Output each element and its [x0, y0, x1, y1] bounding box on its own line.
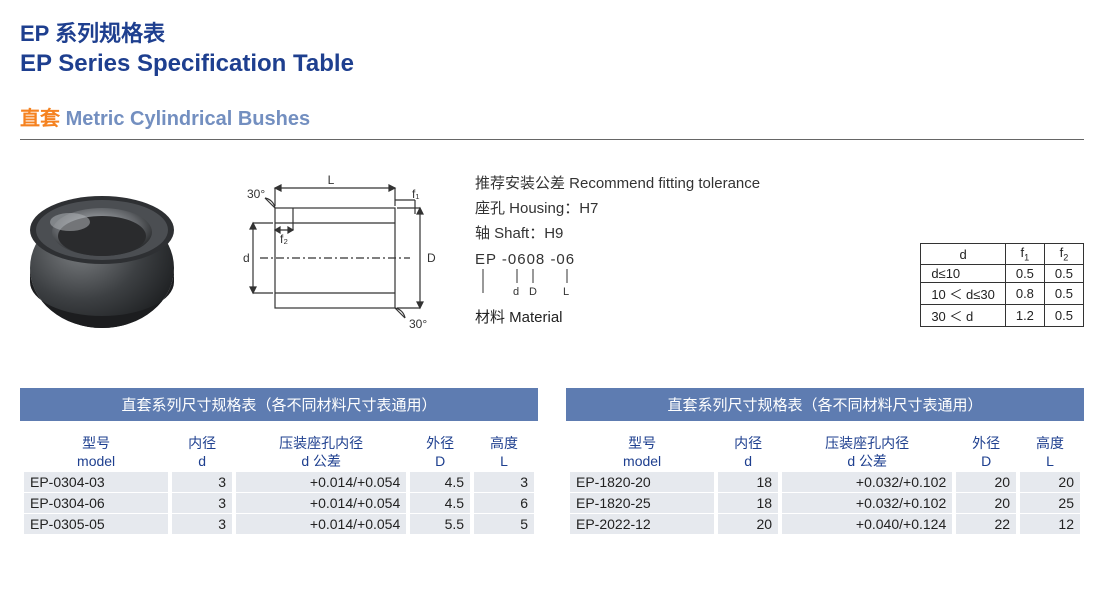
spec-td: +0.032/+0.102: [782, 472, 952, 493]
technical-drawing: L f₁ f₂ d D 30° 30°: [215, 168, 445, 358]
spec-td: 3: [172, 493, 232, 514]
legend-d: d: [513, 286, 519, 298]
table-row: EP-0304-033+0.014/+0.0544.53: [24, 472, 534, 493]
table-row: EP-2022-1220+0.040/+0.1242212: [570, 514, 1080, 535]
spec-table-right: 直套系列尺寸规格表（各不同材料尺寸表通用） 型号model内径d压装座孔内径d …: [566, 388, 1084, 535]
divider: [20, 139, 1084, 140]
spec-td: 5: [474, 514, 534, 535]
mini-td: 30 ＜ d: [921, 305, 1006, 327]
subtitle-cn: 直套: [20, 108, 60, 130]
spec-th: 型号model: [570, 435, 714, 472]
label-D-outer: D: [427, 251, 436, 265]
part-code: EP -0608 -06: [475, 251, 575, 268]
spec-td: +0.014/+0.054: [236, 514, 406, 535]
spec-header-right: 直套系列尺寸规格表（各不同材料尺寸表通用）: [566, 388, 1084, 421]
mini-td: 10 ＜ d≤30: [921, 283, 1006, 305]
spec-td: 3: [172, 472, 232, 493]
label-f2: f₂: [280, 232, 288, 246]
legend-L: L: [563, 286, 569, 298]
spec-header-left: 直套系列尺寸规格表（各不同材料尺寸表通用）: [20, 388, 538, 421]
mini-td: 1.2: [1005, 305, 1044, 327]
spec-td: EP-0304-03: [24, 472, 168, 493]
top-row: L f₁ f₂ d D 30° 30° 推荐安装公差 Recommend fit…: [20, 158, 1084, 358]
spec-td: 4.5: [410, 493, 470, 514]
label-angle-bottom: 30°: [409, 317, 427, 331]
spec-td: 25: [1020, 493, 1080, 514]
spec-td: 5.5: [410, 514, 470, 535]
mini-td: d≤10: [921, 265, 1006, 283]
label-d: d: [243, 251, 250, 265]
subtitle-en: Metric Cylindrical Bushes: [66, 108, 311, 130]
table-row: EP-1820-2518+0.032/+0.1022025: [570, 493, 1080, 514]
table-row: EP-0305-053+0.014/+0.0545.55: [24, 514, 534, 535]
spec-td: +0.040/+0.124: [782, 514, 952, 535]
spec-td: 20: [718, 514, 778, 535]
mini-td: 0.5: [1044, 265, 1083, 283]
spec-td: 22: [956, 514, 1016, 535]
spec-td: EP-0305-05: [24, 514, 168, 535]
spec-td: 3: [474, 472, 534, 493]
spec-th: 内径d: [172, 435, 232, 472]
spec-td: +0.014/+0.054: [236, 493, 406, 514]
spec-td: 20: [956, 493, 1016, 514]
spec-th: 高度L: [474, 435, 534, 472]
recommend-line: 推荐安装公差 Recommend fitting tolerance: [475, 172, 1084, 193]
spec-th: 内径d: [718, 435, 778, 472]
fit-info: 推荐安装公差 Recommend fitting tolerance 座孔 Ho…: [475, 158, 1084, 327]
spec-td: EP-1820-25: [570, 493, 714, 514]
housing-line: 座孔 Housing：H7: [475, 197, 1084, 218]
mini-th: d: [921, 244, 1006, 265]
spec-td: +0.014/+0.054: [236, 472, 406, 493]
spec-td: EP-0304-06: [24, 493, 168, 514]
mini-td: 0.5: [1044, 283, 1083, 305]
spec-td: EP-2022-12: [570, 514, 714, 535]
subtitle: 直套 Metric Cylindrical Bushes: [20, 102, 1084, 131]
spec-th: 型号model: [24, 435, 168, 472]
spec-th: 外径D: [956, 435, 1016, 472]
spec-td: 20: [956, 472, 1016, 493]
spec-th: 外径D: [410, 435, 470, 472]
table-row: EP-1820-2018+0.032/+0.1022020: [570, 472, 1080, 493]
spec-td: 4.5: [410, 472, 470, 493]
spec-td: 6: [474, 493, 534, 514]
title-cn: EP 系列规格表: [20, 16, 1084, 48]
label-angle-top: 30°: [247, 187, 265, 201]
code-illustration: EP -0608 -06 d D L: [475, 251, 575, 268]
mini-td: 0.8: [1005, 283, 1044, 305]
spec-td: 3: [172, 514, 232, 535]
label-f1: f₁: [412, 187, 419, 201]
spec-th: 压装座孔内径d 公差: [236, 435, 406, 472]
spec-th: 高度L: [1020, 435, 1080, 472]
mini-td: 0.5: [1005, 265, 1044, 283]
spec-td: 18: [718, 493, 778, 514]
spec-td: 12: [1020, 514, 1080, 535]
spec-table-left: 直套系列尺寸规格表（各不同材料尺寸表通用） 型号model内径d压装座孔内径d …: [20, 388, 538, 535]
spec-tables: 直套系列尺寸规格表（各不同材料尺寸表通用） 型号model内径d压装座孔内径d …: [20, 388, 1084, 535]
table-row: EP-0304-063+0.014/+0.0544.56: [24, 493, 534, 514]
spec-th: 压装座孔内径d 公差: [782, 435, 952, 472]
mini-th: f1: [1005, 244, 1044, 265]
bush-photo: [20, 178, 185, 343]
label-L: L: [328, 173, 335, 187]
spec-td: +0.032/+0.102: [782, 493, 952, 514]
mini-td: 0.5: [1044, 305, 1083, 327]
shaft-line: 轴 Shaft：H9: [475, 222, 1084, 243]
title-en: EP Series Specification Table: [20, 50, 1084, 78]
spec-td: EP-1820-20: [570, 472, 714, 493]
spec-td: 20: [1020, 472, 1080, 493]
spec-td: 18: [718, 472, 778, 493]
mini-th: f2: [1044, 244, 1083, 265]
chamfer-table: df1f2 d≤100.50.510 ＜ d≤300.80.530 ＜ d1.2…: [920, 243, 1084, 327]
legend-D: D: [529, 286, 537, 298]
